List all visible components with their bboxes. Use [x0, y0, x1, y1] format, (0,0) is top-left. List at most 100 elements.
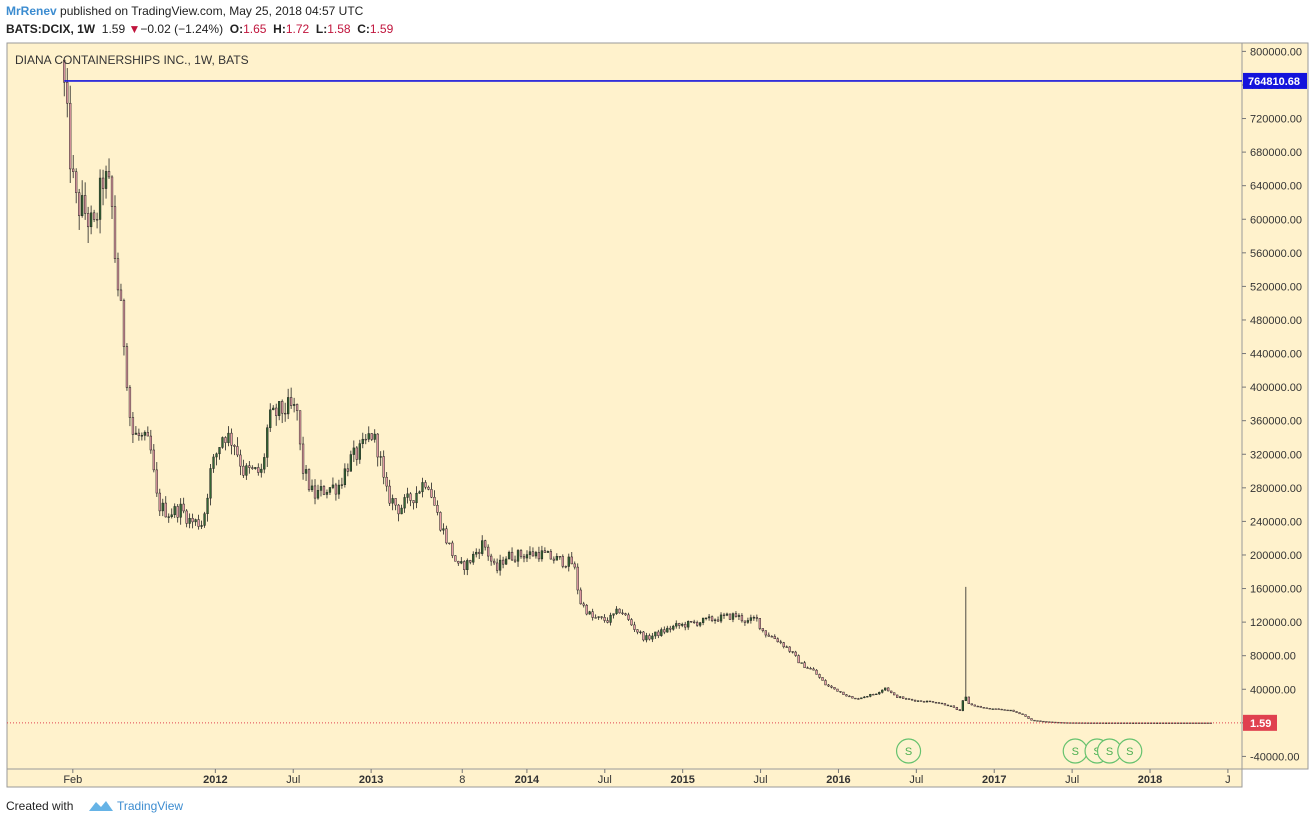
- candle-body: [490, 555, 493, 562]
- ohlc-legend: BATS:DCIX, 1W 1.59 ▼−0.02 (−1.24%) O:1.6…: [6, 22, 393, 36]
- y-tick-label: 400000.00: [1250, 382, 1302, 394]
- candle-body: [875, 693, 878, 695]
- candle-body: [1027, 716, 1030, 719]
- candle-body: [382, 456, 385, 478]
- candle-body: [540, 550, 544, 560]
- candle-body: [343, 468, 347, 485]
- candle-body: [666, 627, 669, 633]
- candle-body: [979, 705, 982, 708]
- candle-body: [203, 513, 206, 526]
- candle-body: [427, 486, 430, 490]
- candle-body: [182, 503, 185, 512]
- candle-body: [851, 696, 854, 699]
- chart-title: DIANA CONTAINERSHIPS INC., 1W, BATS: [15, 53, 249, 67]
- candle-body: [269, 409, 272, 428]
- y-tick-label: 240000.00: [1250, 516, 1302, 528]
- candle-body: [651, 635, 654, 640]
- time-axis[interactable]: [6, 768, 1243, 788]
- candle-body: [928, 700, 932, 703]
- candle-body: [295, 404, 299, 411]
- candle-body: [260, 468, 263, 473]
- candle-body: [63, 59, 66, 83]
- candle-body: [143, 432, 146, 436]
- candle-body: [752, 617, 756, 619]
- candle-body: [89, 212, 93, 228]
- candle-body: [645, 635, 648, 641]
- candle-body: [636, 629, 639, 633]
- candle-body: [997, 708, 1000, 710]
- candle-body: [585, 604, 588, 615]
- candle-body: [1039, 720, 1042, 722]
- candle-body: [155, 469, 158, 494]
- candle-body: [487, 546, 490, 557]
- candle-body: [498, 559, 502, 571]
- candle-body: [663, 629, 666, 633]
- candle-body: [776, 638, 779, 643]
- candle-body: [215, 453, 218, 458]
- candle-body: [1024, 714, 1027, 717]
- candle-body: [576, 566, 579, 591]
- candle-body: [328, 487, 332, 493]
- candle-body: [454, 555, 457, 562]
- published-text: published on TradingView.com, May 25, 20…: [60, 4, 364, 18]
- candle-body: [743, 620, 747, 623]
- candle-body: [110, 176, 114, 207]
- candle-body: [961, 700, 964, 711]
- candle-body: [469, 560, 472, 563]
- candle-body: [567, 556, 570, 567]
- candle-body: [301, 443, 305, 474]
- candle-body: [722, 614, 726, 616]
- candle-body: [988, 708, 991, 710]
- candle-body: [304, 469, 308, 474]
- candle-body: [481, 540, 484, 554]
- candle-body: [755, 617, 759, 619]
- plot-area[interactable]: [6, 42, 1243, 770]
- candle-body: [737, 615, 741, 617]
- candle-body: [463, 561, 466, 570]
- candle-body: [785, 646, 788, 648]
- candle-body: [931, 701, 935, 703]
- candle-body: [654, 631, 657, 637]
- candle-body: [131, 417, 135, 435]
- candle-body: [591, 611, 594, 618]
- candle-body: [690, 621, 693, 623]
- tradingview-brand[interactable]: TradingView: [117, 799, 184, 813]
- y-tick-label: 800000.00: [1250, 46, 1302, 58]
- x-tick-label: 2013: [359, 774, 383, 786]
- candle-body: [833, 687, 836, 690]
- candle-body: [1033, 719, 1036, 722]
- y-tick-label: -40000.00: [1250, 751, 1300, 763]
- candle-body: [854, 697, 857, 700]
- candle-body: [140, 435, 144, 437]
- candle-body: [675, 623, 678, 627]
- split-marker: [1117, 738, 1143, 764]
- candle-body: [370, 433, 373, 440]
- candle-body: [558, 556, 561, 558]
- candle-body: [657, 631, 660, 636]
- candle-body: [701, 617, 705, 623]
- price-chart[interactable]: 800000.00760000.00720000.00680000.006400…: [0, 0, 1315, 790]
- candle-body: [185, 510, 188, 524]
- candle-body: [128, 387, 132, 418]
- candle-body: [549, 551, 553, 560]
- candle-body: [200, 525, 203, 527]
- candle-body: [869, 694, 872, 697]
- author-link[interactable]: MrRenev: [6, 4, 57, 18]
- price-axis[interactable]: [1241, 42, 1309, 770]
- candle-body: [170, 514, 173, 517]
- candle-body: [122, 300, 126, 347]
- candle-body: [946, 704, 950, 707]
- candle-body: [949, 705, 953, 707]
- y-tick-label: 720000.00: [1250, 114, 1302, 126]
- candle-body: [982, 707, 985, 709]
- y-tick-label: 320000.00: [1250, 449, 1302, 461]
- candle-body: [197, 519, 200, 527]
- candle-body: [173, 506, 176, 516]
- split-marker: [895, 738, 922, 764]
- candle-body: [973, 704, 976, 707]
- candle-body: [528, 551, 532, 555]
- last-price: 1.59: [101, 22, 126, 36]
- candle-body: [394, 498, 397, 506]
- candle-body: [322, 486, 326, 495]
- candle-body: [731, 613, 735, 620]
